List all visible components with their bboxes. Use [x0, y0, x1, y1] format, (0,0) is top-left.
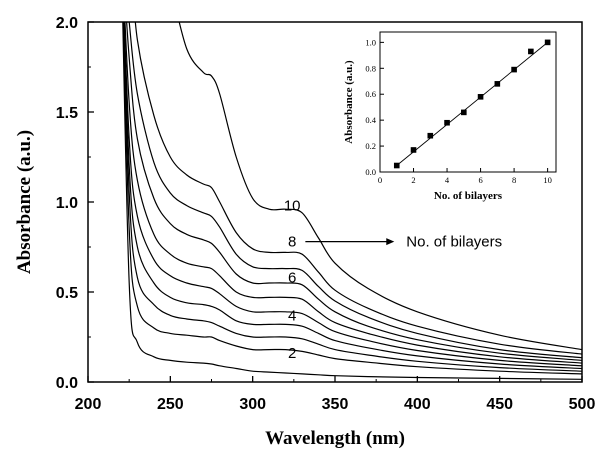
annotation-arrowhead	[386, 238, 395, 246]
x-tick-label: 350	[322, 396, 349, 413]
curve-label-8: 8	[288, 234, 296, 251]
y-tick-label: 2.0	[56, 15, 78, 32]
inset-point	[393, 162, 400, 169]
inset-y-tick-label: 0.2	[365, 141, 376, 151]
series-line-8	[128, 22, 582, 359]
x-axis-title: Wavelength (nm)	[265, 428, 405, 449]
inset-x-tick-label: 6	[478, 175, 482, 185]
inset-marks	[393, 39, 551, 169]
series-line-7	[126, 22, 582, 361]
x-tick-label: 400	[404, 396, 431, 413]
inset-point	[427, 132, 434, 139]
series-line-4	[123, 22, 582, 370]
y-tick-label: 0.0	[56, 375, 78, 392]
x-tick-label: 300	[239, 396, 266, 413]
curve-label-2: 2	[288, 345, 296, 362]
inset-point	[544, 39, 551, 46]
y-axis-title: Absorbance (a.u.)	[14, 130, 35, 274]
inset-y-tick-label: 1.0	[365, 37, 376, 47]
main-axis-ticks: 200 250 300 350 400 450 500 0.0 0.5 1.0 1.5 2.0	[56, 15, 596, 413]
inset-y-tick-label: 0.6	[365, 89, 376, 99]
series-line-9	[134, 22, 582, 355]
y-tick-label: 1.0	[56, 195, 78, 212]
inset-x-tick-label: 8	[512, 175, 516, 185]
curve-label-6: 6	[288, 270, 296, 287]
x-tick-label: 450	[486, 396, 513, 413]
x-tick-label: 200	[75, 396, 102, 413]
inset-point	[410, 147, 417, 153]
series-line-6	[124, 22, 582, 364]
series-line-5	[123, 22, 582, 367]
inset-y-axis-title: Absorbance (a.u.)	[343, 60, 355, 144]
annotation-text: No. of bilayers	[406, 234, 502, 251]
inset-plot: 0 2 4 6 8 10 0.0 0.2 0.4 0.6 0.8 1.0 No. of bilayer…	[340, 26, 562, 208]
series-line-10	[178, 22, 582, 351]
curve-label-10: 10	[284, 198, 301, 215]
y-tick-label: 1.5	[56, 105, 78, 122]
inset-point	[511, 66, 517, 73]
series-line-1	[122, 22, 582, 380]
inset-fit-line	[396, 42, 548, 166]
inset-point	[477, 94, 484, 100]
main-curves	[122, 22, 582, 380]
inset-x-axis-title: No. of bilayers	[434, 190, 503, 202]
inset-point	[494, 81, 501, 87]
inset-x-tick-label: 0	[378, 175, 382, 185]
inset-point	[461, 109, 467, 116]
inset-frame	[379, 31, 557, 173]
series-line-3	[122, 22, 582, 372]
y-tick-label: 0.5	[56, 285, 78, 302]
inset-y-tick-label: 0.8	[365, 63, 376, 73]
curve-label-4: 4	[288, 307, 296, 324]
inset-point	[444, 119, 450, 126]
inset-point	[528, 48, 534, 55]
inset-y-tick-label: 0.4	[365, 115, 376, 125]
inset-x-tick-label: 10	[543, 175, 552, 185]
inset-background	[340, 26, 562, 208]
curve-labels: 10 8 6 4 2	[284, 198, 301, 363]
x-tick-label: 250	[157, 396, 184, 413]
inset-x-tick-label: 4	[445, 175, 450, 185]
inset-x-tick-label: 2	[411, 175, 415, 185]
x-tick-label: 500	[569, 396, 596, 413]
main-plot: 200 250 300 350 400 450 500 0.0 0.5 1.0 1.5 2.0 10 8…	[14, 15, 596, 449]
inset-axis-ticks: 0 2 4 6 8 10 0.0 0.2 0.4 0.6 0.8 1.0	[365, 37, 551, 185]
inset-y-tick-label: 0.0	[365, 167, 376, 177]
bilayer-annotation: No. of bilayers	[305, 234, 502, 251]
series-line-2	[122, 22, 582, 375]
